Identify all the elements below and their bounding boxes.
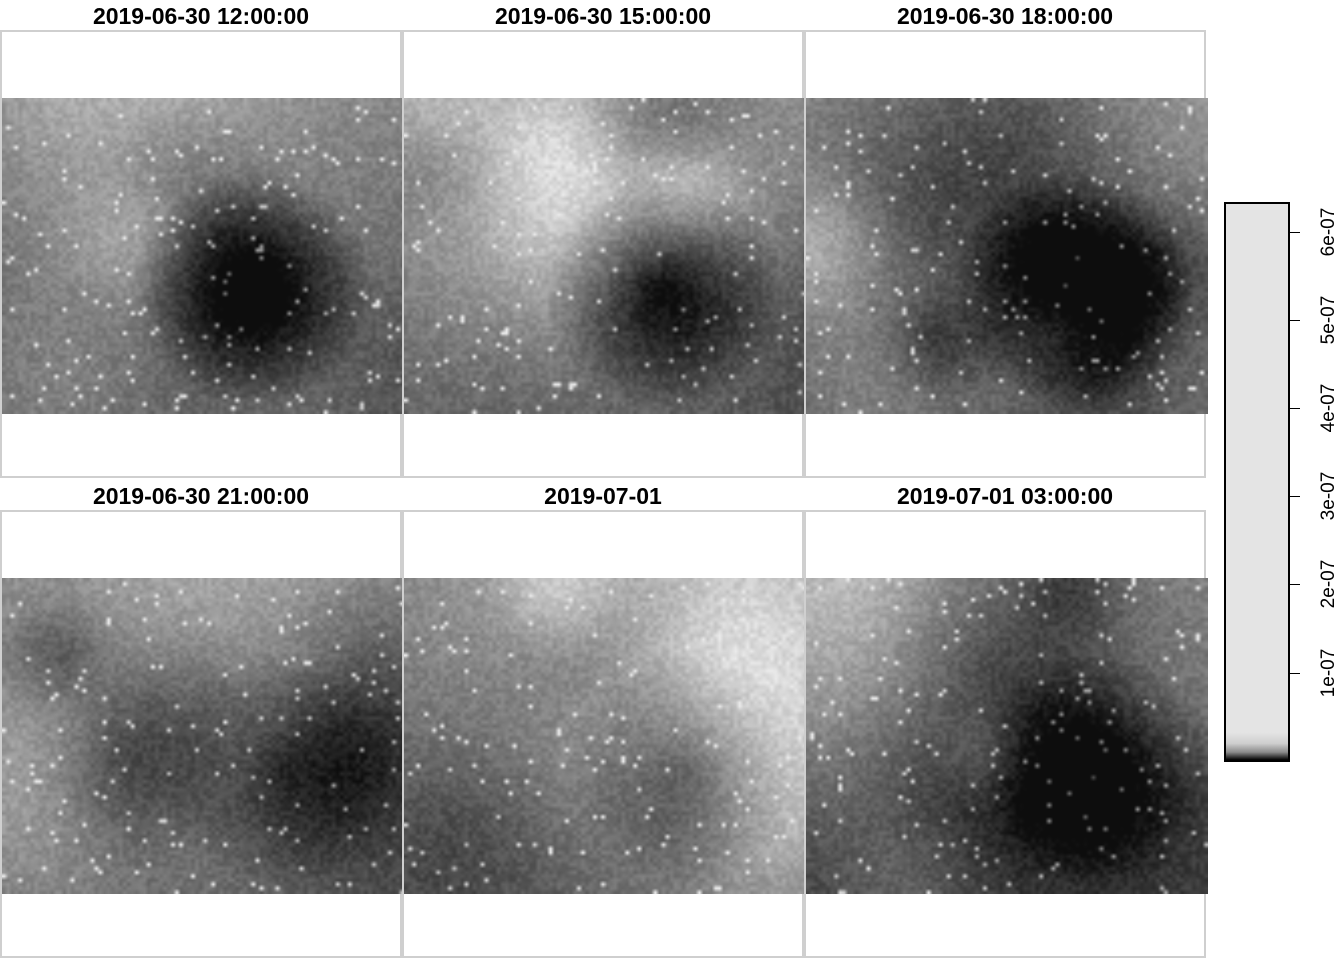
panel-title: 2019-06-30 15:00:00 bbox=[494, 3, 712, 29]
raster-panel bbox=[0, 30, 404, 478]
panel-title: 2019-06-30 12:00:00 bbox=[92, 3, 310, 29]
legend-tick-label: 4e-07 bbox=[1318, 383, 1339, 433]
raster-image bbox=[2, 578, 404, 894]
legend-tick bbox=[1290, 496, 1300, 497]
panel-title: 2019-07-01 bbox=[544, 483, 662, 509]
panel-title: 2019-07-01 03:00:00 bbox=[896, 483, 1114, 509]
raster-image bbox=[806, 98, 1208, 414]
legend-tick-label: 6e-07 bbox=[1318, 207, 1339, 257]
legend-tick bbox=[1290, 673, 1300, 674]
legend-tick-label: 3e-07 bbox=[1318, 471, 1339, 521]
legend-tick bbox=[1290, 584, 1300, 585]
legend-tick bbox=[1290, 232, 1300, 233]
raster-image bbox=[806, 578, 1208, 894]
raster-image bbox=[2, 98, 404, 414]
panel-title: 2019-06-30 18:00:00 bbox=[896, 3, 1114, 29]
raster-panel bbox=[804, 30, 1208, 478]
legend-tick-label: 2e-07 bbox=[1318, 559, 1339, 609]
legend-tick bbox=[1290, 320, 1300, 321]
raster-panel bbox=[402, 510, 806, 958]
raster-image bbox=[404, 578, 806, 894]
legend-tick bbox=[1290, 408, 1300, 409]
raster-panel bbox=[402, 30, 806, 478]
raster-panel bbox=[0, 510, 404, 958]
color-legend-bar bbox=[1224, 202, 1290, 762]
panel-title: 2019-06-30 21:00:00 bbox=[92, 483, 310, 509]
raster-panel bbox=[804, 510, 1208, 958]
legend-tick-label: 5e-07 bbox=[1318, 295, 1339, 345]
raster-image bbox=[404, 98, 806, 414]
legend-tick-label: 1e-07 bbox=[1318, 648, 1339, 698]
